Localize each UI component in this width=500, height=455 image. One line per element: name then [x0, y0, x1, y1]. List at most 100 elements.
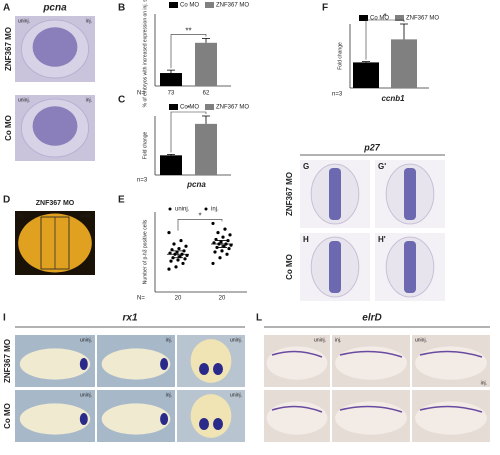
- data-point: [182, 249, 186, 253]
- row-label: ZNF367 MO: [4, 27, 13, 71]
- embryo: [266, 346, 328, 380]
- error-bar: [167, 153, 175, 156]
- legend-label: inj.: [211, 207, 219, 213]
- bar: [195, 42, 217, 86]
- embryo: [266, 401, 328, 435]
- bar: [353, 62, 379, 88]
- panel-letter: F: [322, 3, 328, 14]
- stain: [339, 405, 403, 413]
- embryo: [335, 401, 407, 435]
- eye: [79, 358, 88, 370]
- error-bar: [173, 250, 183, 259]
- panel-letter: G: [303, 162, 309, 171]
- panel-letter: H: [303, 235, 309, 244]
- n-label: n=3: [137, 178, 148, 184]
- data-point: [216, 230, 220, 235]
- significance-bracket: [365, 19, 405, 60]
- embryo: [190, 339, 232, 383]
- significance-label: *: [187, 104, 190, 113]
- panel-letter: D: [3, 195, 10, 206]
- image-label: uninj.: [415, 337, 427, 343]
- image-label: inj.: [166, 392, 172, 398]
- image-label: uninj.: [18, 97, 30, 103]
- data-point: [218, 256, 222, 260]
- data-point: [184, 244, 188, 248]
- image-label: inj.: [481, 380, 487, 386]
- legend-marker: [168, 207, 172, 211]
- embryo: [101, 348, 171, 380]
- panel-letter: H': [378, 235, 386, 244]
- data-point: [211, 261, 215, 266]
- y-axis-label: Fold change: [337, 42, 343, 70]
- data-point: [177, 246, 181, 251]
- embryo: [415, 346, 487, 380]
- data-point: [183, 257, 187, 261]
- legend-marker: [169, 104, 178, 110]
- data-point: [227, 246, 231, 251]
- bar: [195, 123, 217, 175]
- stain: [329, 241, 341, 293]
- n-value: 20: [219, 296, 226, 302]
- legend-label: Co MO: [370, 16, 389, 22]
- significance-label: *: [198, 212, 201, 221]
- image-label: uninj.: [230, 337, 242, 343]
- legend-label: ZNF367 MO: [216, 3, 249, 9]
- panel-title: p27: [363, 142, 381, 152]
- data-point: [228, 233, 232, 237]
- data-point: [167, 267, 171, 271]
- eye: [199, 363, 209, 375]
- data-point: [167, 230, 171, 235]
- embryo: [19, 348, 91, 380]
- eye: [160, 358, 169, 370]
- significance-bracket: [170, 34, 207, 69]
- legend-marker: [204, 207, 208, 211]
- panel-title: rx1: [122, 313, 137, 324]
- image-label: uninj.: [80, 337, 92, 343]
- n-value: 62: [203, 91, 210, 97]
- bar: [391, 39, 417, 88]
- image-label: uninj.: [80, 213, 92, 219]
- legend-label: Co MO: [180, 3, 199, 9]
- image-label: uninj.: [314, 337, 326, 343]
- row-label: Co MO: [4, 115, 13, 141]
- error-bar: [202, 38, 210, 43]
- n-value: 20: [175, 296, 182, 302]
- y-axis-label: Number of p-h3 positive cells: [142, 219, 148, 284]
- embryo: [19, 403, 91, 435]
- data-point: [174, 265, 178, 269]
- bar: [160, 155, 182, 175]
- data-point: [170, 248, 174, 252]
- panel-letter: A: [3, 3, 10, 14]
- panel-title: ZNF367 MO: [36, 200, 75, 207]
- error-bar: [217, 240, 227, 248]
- legend-marker: [395, 15, 404, 21]
- data-point: [213, 250, 217, 254]
- row-label: Co MO: [285, 254, 294, 280]
- data-point: [172, 242, 176, 246]
- image-label: inj.: [86, 18, 92, 24]
- n-label: N=: [137, 91, 145, 97]
- image-label: uninj.: [230, 392, 242, 398]
- panel-letter: L: [256, 313, 262, 324]
- panel-letter: I: [3, 313, 6, 324]
- eye: [79, 413, 88, 425]
- stain: [32, 27, 78, 67]
- image-label: uninj.: [18, 18, 30, 24]
- row-label: Co MO: [3, 403, 12, 429]
- data-point: [223, 227, 227, 231]
- data-point: [169, 259, 173, 263]
- legend-label: uninj.: [175, 207, 190, 213]
- panel-letter: B: [118, 3, 125, 14]
- eye: [199, 418, 209, 430]
- n-label: N=: [137, 296, 145, 302]
- panel-letter: E: [118, 195, 125, 206]
- legend-marker: [169, 2, 178, 8]
- image-label: uninj.: [80, 392, 92, 398]
- embryo: [101, 403, 171, 435]
- stain: [32, 106, 78, 146]
- data-point: [176, 258, 180, 262]
- stain: [271, 405, 323, 413]
- error-bar: [202, 115, 210, 124]
- n-value: 73: [168, 91, 175, 97]
- legend-label: Co MO: [180, 105, 199, 111]
